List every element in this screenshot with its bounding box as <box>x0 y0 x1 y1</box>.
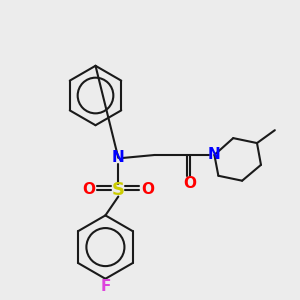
Text: F: F <box>100 279 111 294</box>
Text: S: S <box>112 181 125 199</box>
Text: O: O <box>183 176 196 191</box>
Text: O: O <box>142 182 154 197</box>
Text: O: O <box>82 182 95 197</box>
Text: N: N <box>112 150 125 165</box>
Text: N: N <box>208 148 221 163</box>
